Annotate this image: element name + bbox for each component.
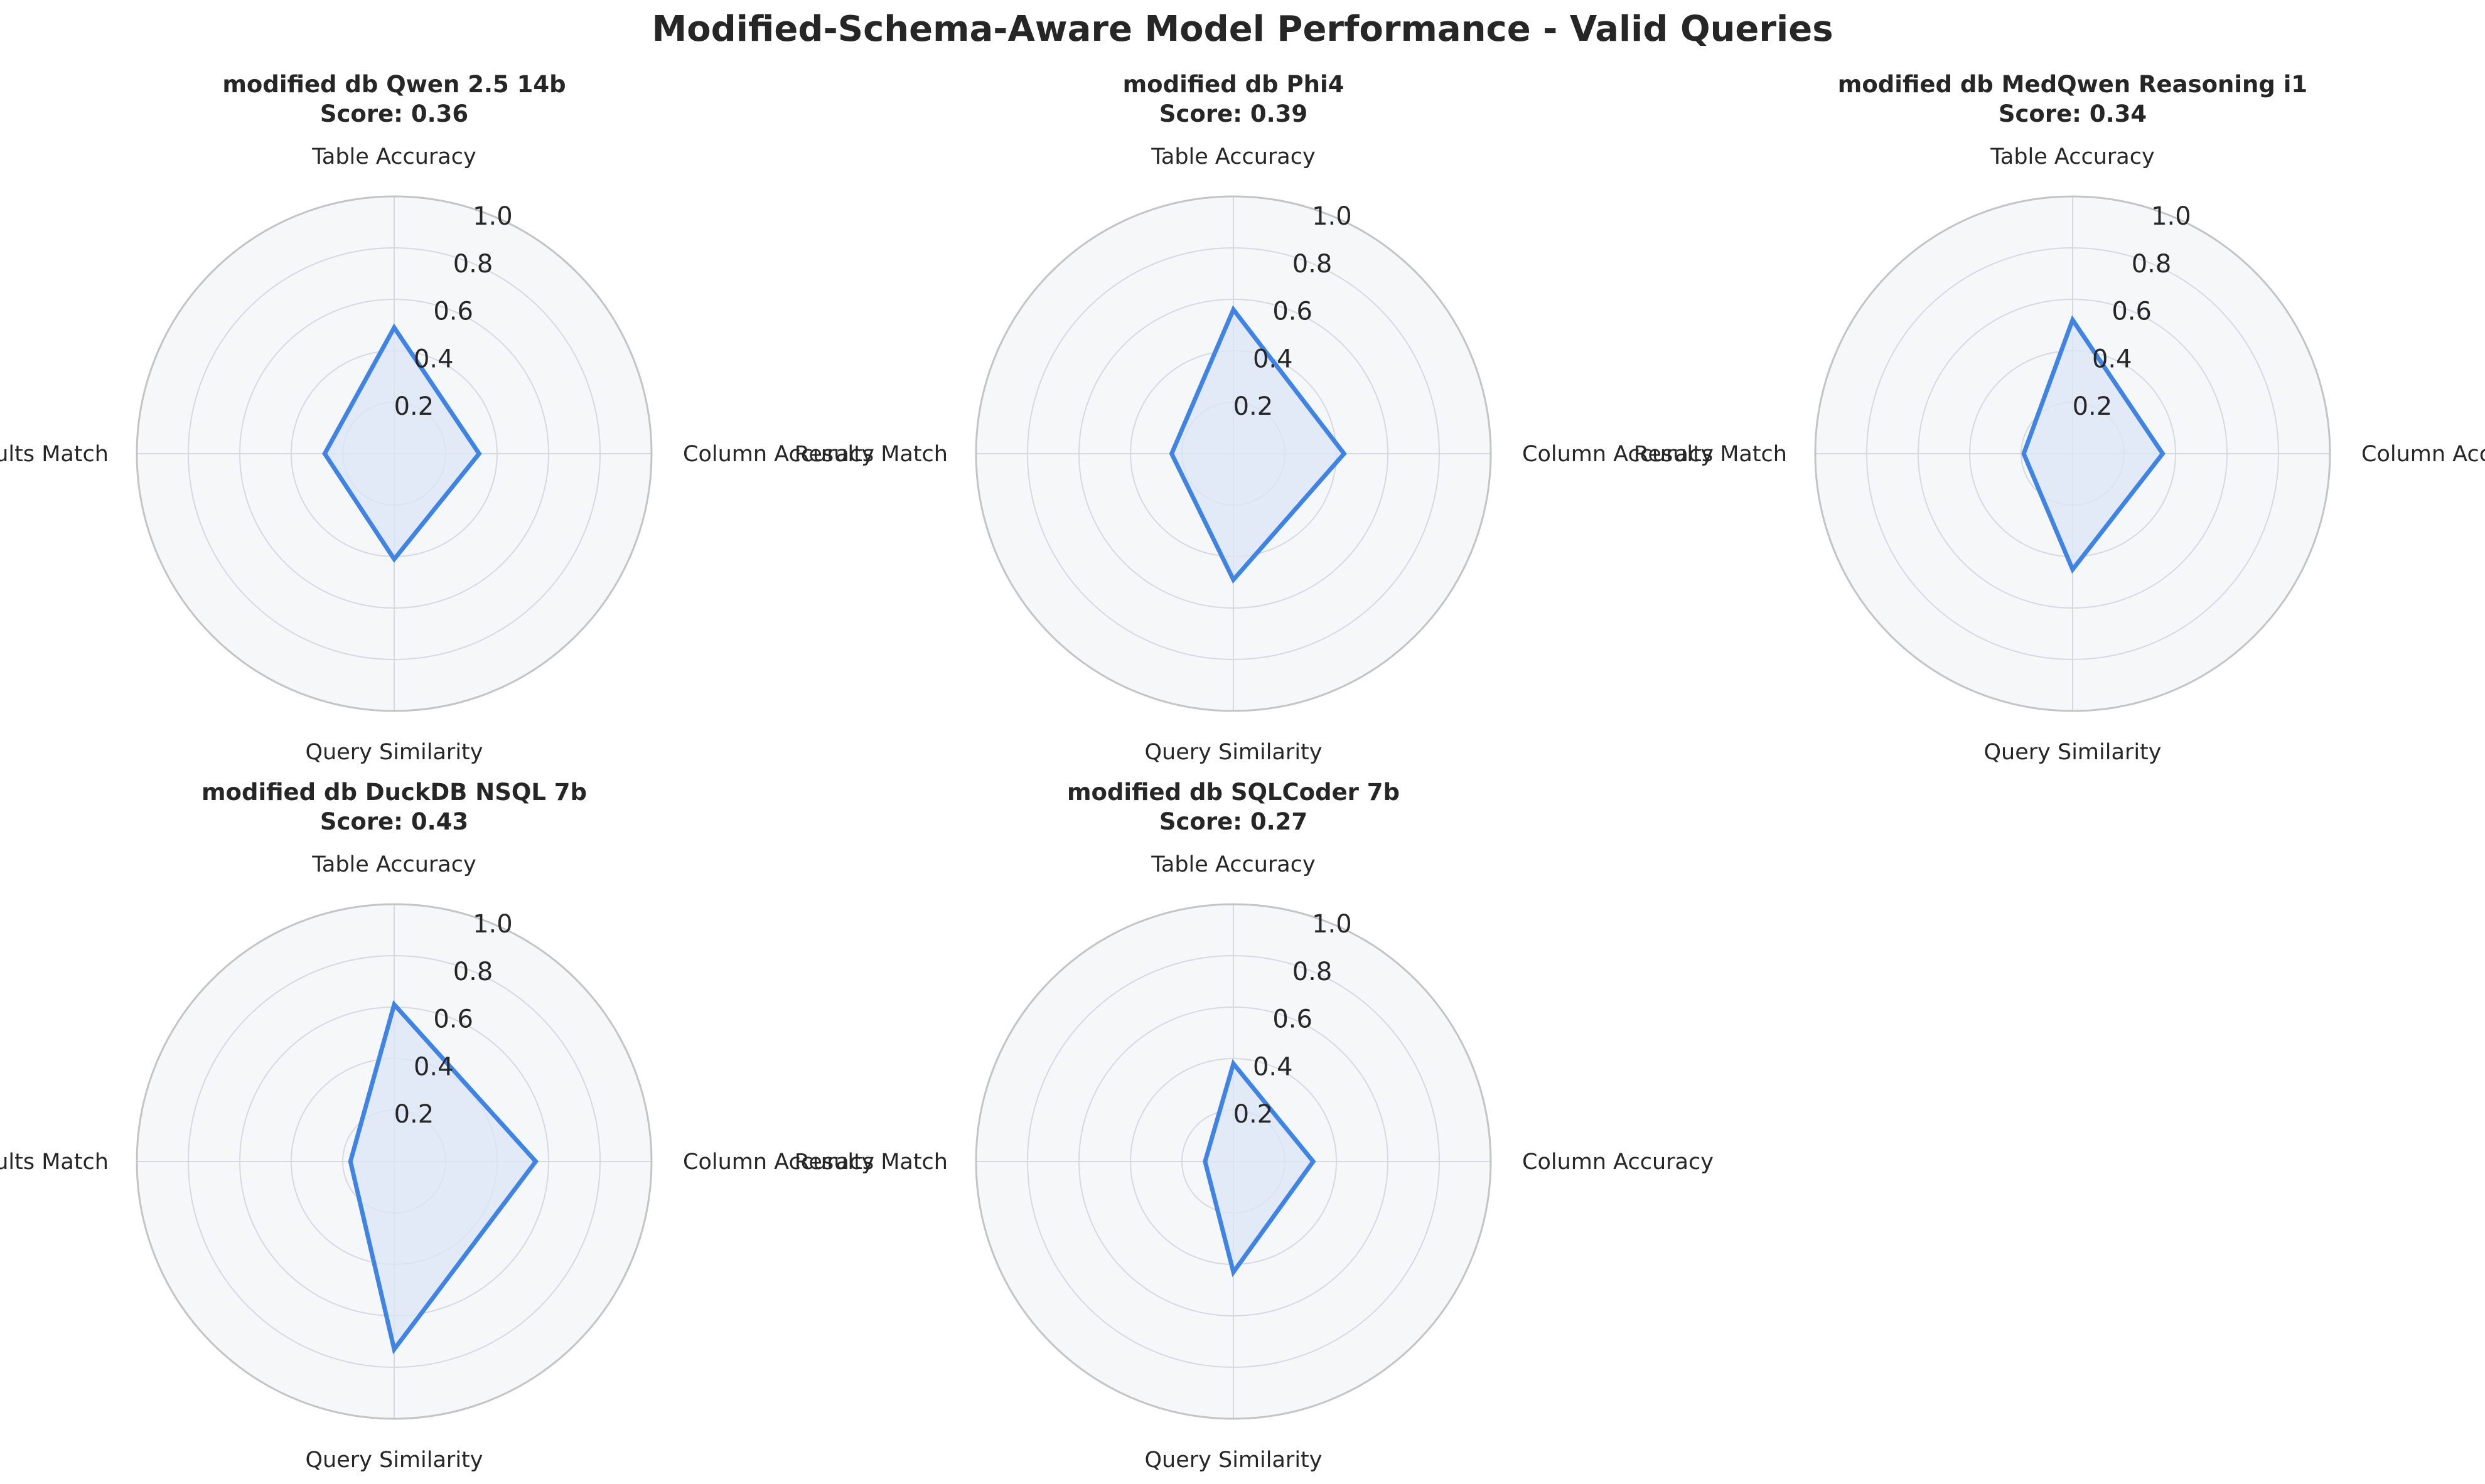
radial-tick-label: 0.4 xyxy=(1253,1052,1293,1081)
radial-tick-label: 0.2 xyxy=(1233,392,1274,421)
series-line xyxy=(322,323,482,563)
axis-label: Column Accuracy xyxy=(2361,442,2485,467)
axis-label: Results Match xyxy=(0,442,109,467)
radial-tick-label: 1.0 xyxy=(473,910,513,939)
axis-label: Table Accuracy xyxy=(1151,852,1315,877)
radial-tick-label: 0.8 xyxy=(2132,250,2172,279)
radial-tick-label: 0.6 xyxy=(1272,1005,1312,1034)
polar-spine xyxy=(975,195,1492,712)
radial-tick-label: 0.2 xyxy=(394,392,434,421)
series-area xyxy=(350,1004,536,1350)
series-line xyxy=(1169,305,1347,584)
radial-tick-label: 0.6 xyxy=(1272,297,1312,326)
radial-tick-label: 0.4 xyxy=(2092,344,2132,373)
radial-tick-label: 0.6 xyxy=(433,1005,473,1034)
page-title: Modified-Schema-Aware Model Performance … xyxy=(652,9,1833,50)
subplot-title: modified db DuckDB NSQL 7b xyxy=(201,779,587,806)
axis-label: Results Match xyxy=(0,1150,109,1175)
polar-spine xyxy=(975,903,1492,1420)
series-area xyxy=(1205,1064,1314,1273)
radial-tick-label: 0.2 xyxy=(394,1100,434,1129)
series-area xyxy=(2024,319,2163,570)
axis-label: Query Similarity xyxy=(1145,1448,1323,1473)
radial-tick-label: 0.6 xyxy=(433,297,473,326)
subplot-score: Score: 0.36 xyxy=(320,100,468,127)
radial-tick-label: 0.4 xyxy=(1253,344,1293,373)
radial-tick-label: 1.0 xyxy=(473,202,513,231)
axis-label: Column Accuracy xyxy=(1522,1150,1714,1175)
axis-label: Query Similarity xyxy=(306,1448,483,1473)
axis-label: Table Accuracy xyxy=(311,852,476,877)
subplot-score: Score: 0.39 xyxy=(1159,100,1307,127)
radial-tick-label: 0.8 xyxy=(1292,250,1333,279)
subplot-title: modified db MedQwen Reasoning i1 xyxy=(1838,71,2307,98)
axis-label: Table Accuracy xyxy=(1151,144,1315,169)
radial-tick-label: 0.6 xyxy=(2112,297,2152,326)
subplot-title: modified db Qwen 2.5 14b xyxy=(222,71,566,98)
series-area xyxy=(1171,309,1344,580)
series-line xyxy=(1203,1059,1316,1278)
polar-spine xyxy=(1814,195,2331,712)
radial-tick-label: 0.8 xyxy=(453,250,493,279)
subplot-score: Score: 0.27 xyxy=(1159,808,1307,835)
subplot-score: Score: 0.34 xyxy=(1999,100,2147,127)
subplot-score: Score: 0.43 xyxy=(320,808,468,835)
radar-chart: 0.2 0.4 0.6 0.8 1.0 Table Accuracy Column Accu… xyxy=(0,71,874,765)
radial-tick-label: 0.8 xyxy=(1292,958,1333,986)
axis-label: Column Accuracy xyxy=(1522,442,1714,467)
axis-label: Column Accuracy xyxy=(683,1150,874,1175)
radial-tick-label: 0.2 xyxy=(1233,1100,1274,1129)
axis-label: Results Match xyxy=(795,442,948,467)
radial-tick-label: 0.4 xyxy=(414,344,454,373)
radial-tick-label: 1.0 xyxy=(2151,202,2191,231)
radar-chart: 0.2 0.4 0.6 0.8 1.0 Table Accuracy Column Accu… xyxy=(1634,71,2485,765)
radar-chart: 0.2 0.4 0.6 0.8 1.0 Table Accuracy Column Accu… xyxy=(795,71,1714,765)
axis-label: Column Accuracy xyxy=(683,442,874,467)
radial-tick-label: 0.2 xyxy=(2073,392,2113,421)
radial-tick-label: 0.4 xyxy=(414,1052,454,1081)
subplot-title: modified db SQLCoder 7b xyxy=(1067,779,1400,806)
radial-tick-label: 1.0 xyxy=(1312,202,1352,231)
polar-spine xyxy=(136,195,653,712)
axis-label: Query Similarity xyxy=(1984,740,2162,765)
subplot-title: modified db Phi4 xyxy=(1123,71,1344,98)
radar-chart: 0.2 0.4 0.6 0.8 1.0 Table Accuracy Column Accu… xyxy=(795,779,1714,1473)
radial-tick-label: 0.8 xyxy=(453,958,493,986)
axis-label: Table Accuracy xyxy=(311,144,476,169)
axis-label: Results Match xyxy=(1634,442,1787,467)
series-line xyxy=(2021,315,2166,574)
axis-label: Results Match xyxy=(795,1150,948,1175)
radar-chart: 0.2 0.4 0.6 0.8 1.0 Table Accuracy Column Accu… xyxy=(0,779,874,1473)
radial-tick-label: 1.0 xyxy=(1312,910,1352,939)
axis-label: Query Similarity xyxy=(1145,740,1323,765)
polar-spine xyxy=(136,903,653,1420)
series-line xyxy=(348,1000,539,1355)
axis-label: Table Accuracy xyxy=(1990,144,2154,169)
axis-label: Query Similarity xyxy=(306,740,483,765)
